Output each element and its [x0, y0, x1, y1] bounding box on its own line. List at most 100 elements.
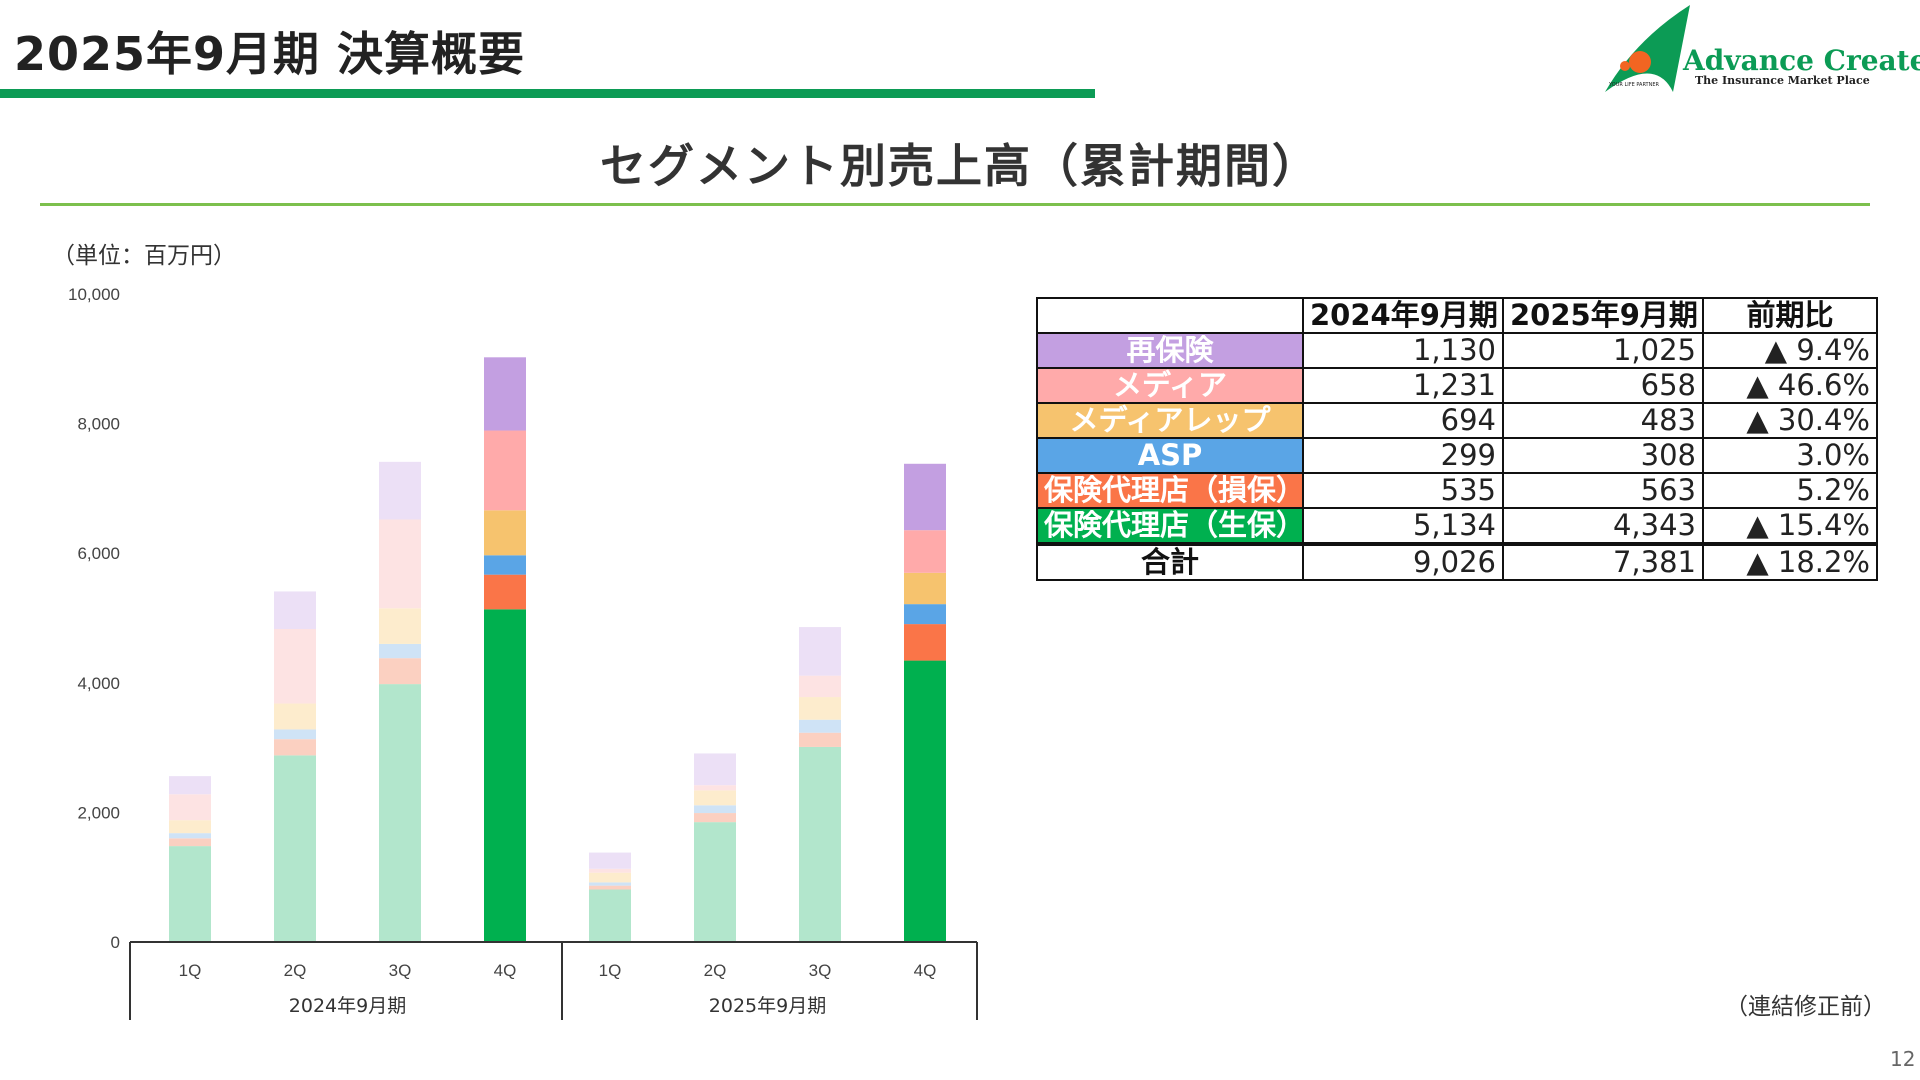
bar-segment	[694, 813, 736, 823]
bar-segment	[274, 755, 316, 942]
segment-name-cell: メディア	[1036, 367, 1304, 404]
company-logo: Advance Create The Insurance Market Plac…	[1605, 5, 1920, 92]
x-group-label: 2024年9月期	[289, 995, 406, 1017]
fy2024-value-cell: 1,231	[1302, 367, 1504, 404]
fy2024-value-cell: 535	[1302, 472, 1504, 509]
logo-text: Advance Create	[1682, 44, 1920, 77]
change-value-cell: ▲ 30.4%	[1702, 402, 1878, 439]
bar-segment	[694, 753, 736, 786]
bar-segment	[379, 608, 421, 644]
bar-segment	[484, 555, 526, 575]
bar-segment	[379, 658, 421, 685]
table-header-fy2025: 2025年9月期	[1502, 297, 1704, 334]
bar-segment	[589, 868, 631, 873]
bar-segment	[589, 872, 631, 883]
consolidation-note: （連結修正前）	[1725, 994, 1886, 1020]
bar-segment	[904, 530, 946, 573]
bar-segment	[379, 684, 421, 942]
segment-name-cell: 再保険	[1036, 332, 1304, 369]
logo-subtext: The Insurance Market Place	[1695, 74, 1870, 87]
y-tick-label: 10,000	[68, 285, 120, 304]
fy2024-value-cell: 1,130	[1302, 332, 1504, 369]
bar-segment	[799, 627, 841, 676]
fy2025-value-cell: 4,343	[1502, 507, 1704, 545]
bar-segment	[589, 852, 631, 869]
fy2025-value-cell: 1,025	[1502, 332, 1704, 369]
bar-segment	[484, 510, 526, 556]
segment-name-cell: 合計	[1036, 542, 1304, 581]
bar-segment	[274, 729, 316, 740]
fy2024-value-cell: 9,026	[1302, 542, 1504, 581]
unit-label: （単位：百万円）	[52, 243, 236, 269]
page-number: 12	[1890, 1047, 1916, 1071]
x-tick-label: 2Q	[284, 961, 307, 980]
bar-segment	[169, 794, 211, 821]
table-row: 再保険 1,130 1,025 ▲ 9.4%	[1036, 332, 1878, 369]
change-value-cell: ▲ 46.6%	[1702, 367, 1878, 404]
bar-segment	[274, 703, 316, 730]
bar-segment	[169, 820, 211, 834]
bar-segment	[484, 430, 526, 511]
bar-segment	[379, 461, 421, 520]
table-header-row: 2024年9月期 2025年9月期 前期比	[1036, 297, 1878, 334]
bar-segment	[904, 624, 946, 661]
change-value-cell: ▲ 18.2%	[1702, 542, 1878, 581]
bar-segment	[379, 519, 421, 609]
bar-segment	[799, 697, 841, 720]
fy2025-value-cell: 563	[1502, 472, 1704, 509]
segment-name-cell: メディアレップ	[1036, 402, 1304, 439]
page-title: 2025年9月期 決算概要	[14, 27, 526, 81]
bar-segment	[484, 609, 526, 942]
segment-sales-table: 2024年9月期 2025年9月期 前期比 再保険 1,130 1,025 ▲ 9.4…	[1036, 297, 1878, 581]
x-tick-label: 3Q	[809, 961, 832, 980]
bar-segment	[274, 629, 316, 704]
fy2025-value-cell: 658	[1502, 367, 1704, 404]
fy2024-value-cell: 694	[1302, 402, 1504, 439]
bar-segment	[694, 785, 736, 791]
bar-segment	[169, 838, 211, 847]
bar-segment	[799, 719, 841, 733]
section-title: セグメント別売上高（累計期間）	[600, 139, 1320, 193]
bar-segment	[799, 732, 841, 747]
bar-segment	[904, 604, 946, 625]
fy2024-value-cell: 299	[1302, 437, 1504, 474]
title-underline	[0, 89, 1095, 98]
bar-segment	[274, 591, 316, 630]
bar-segment	[904, 660, 946, 942]
x-tick-label: 2Q	[704, 961, 727, 980]
x-tick-label: 4Q	[914, 961, 937, 980]
bar-segment	[274, 739, 316, 756]
bar-segment	[484, 574, 526, 610]
bar-segment	[169, 846, 211, 942]
x-tick-label: 3Q	[389, 961, 412, 980]
table-total-row: 合計 9,026 7,381 ▲ 18.2%	[1036, 542, 1878, 581]
bar-segment	[799, 675, 841, 698]
table-header-fy2024: 2024年9月期	[1302, 297, 1504, 334]
x-group-label: 2025年9月期	[709, 995, 826, 1017]
change-value-cell: 3.0%	[1702, 437, 1878, 474]
table-header-segment	[1036, 297, 1304, 334]
section-divider	[40, 203, 1870, 206]
segment-name-cell: 保険代理店（損保）	[1036, 472, 1304, 509]
x-tick-label: 4Q	[494, 961, 517, 980]
change-value-cell: 5.2%	[1702, 472, 1878, 509]
bar-segment	[904, 463, 946, 531]
bar-segment	[484, 357, 526, 431]
x-tick-label: 1Q	[179, 961, 202, 980]
table-row: 保険代理店（生保） 5,134 4,343 ▲ 15.4%	[1036, 507, 1878, 545]
table-header-change: 前期比	[1702, 297, 1878, 334]
logo-small-text: YOUR LIFE PARTNER	[1608, 82, 1660, 88]
fy2025-value-cell: 483	[1502, 402, 1704, 439]
table-row: 保険代理店（損保） 535 563 5.2%	[1036, 472, 1878, 509]
bar-segment	[169, 833, 211, 839]
y-tick-label: 4,000	[77, 674, 120, 693]
bar-segment	[589, 889, 631, 942]
logo-dot-large	[1629, 51, 1651, 73]
logo-swoosh	[1605, 5, 1690, 92]
y-tick-label: 2,000	[77, 803, 120, 822]
x-tick-label: 1Q	[599, 961, 622, 980]
y-tick-label: 6,000	[77, 544, 120, 563]
segment-sales-chart: 0 2,000 4,000 6,000 8,000 10,000 1Q 2Q 3Q 4Q 1Q 2Q 3…	[68, 285, 978, 1020]
y-tick-label: 0	[111, 933, 120, 952]
fy2025-value-cell: 7,381	[1502, 542, 1704, 581]
